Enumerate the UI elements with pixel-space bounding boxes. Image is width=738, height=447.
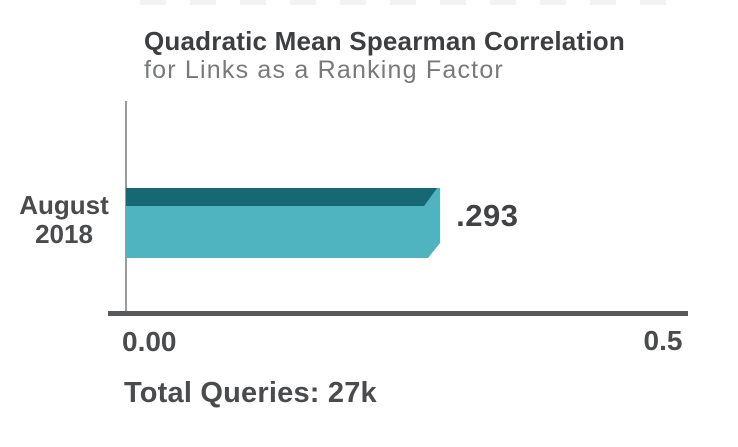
bar-value-label: .293: [456, 198, 519, 233]
bar-top-band: [126, 188, 438, 206]
x-tick-label-zero: 0.00: [122, 326, 177, 357]
x-axis-line: [108, 311, 688, 316]
bar-category-line1: August: [19, 190, 109, 220]
total-queries-footnote: Total Queries: 27k: [124, 377, 377, 409]
bar-category-line2: 2018: [35, 219, 93, 249]
bar: [126, 188, 441, 258]
bar-category-label: August 2018: [0, 191, 128, 249]
chart-subtitle: for Links as a Ranking Factor: [144, 56, 504, 84]
cropped-text-remnant: [140, 0, 668, 5]
x-tick-label-max: 0.5: [643, 325, 683, 356]
chart-title: Quadratic Mean Spearman Correlation: [144, 26, 625, 56]
